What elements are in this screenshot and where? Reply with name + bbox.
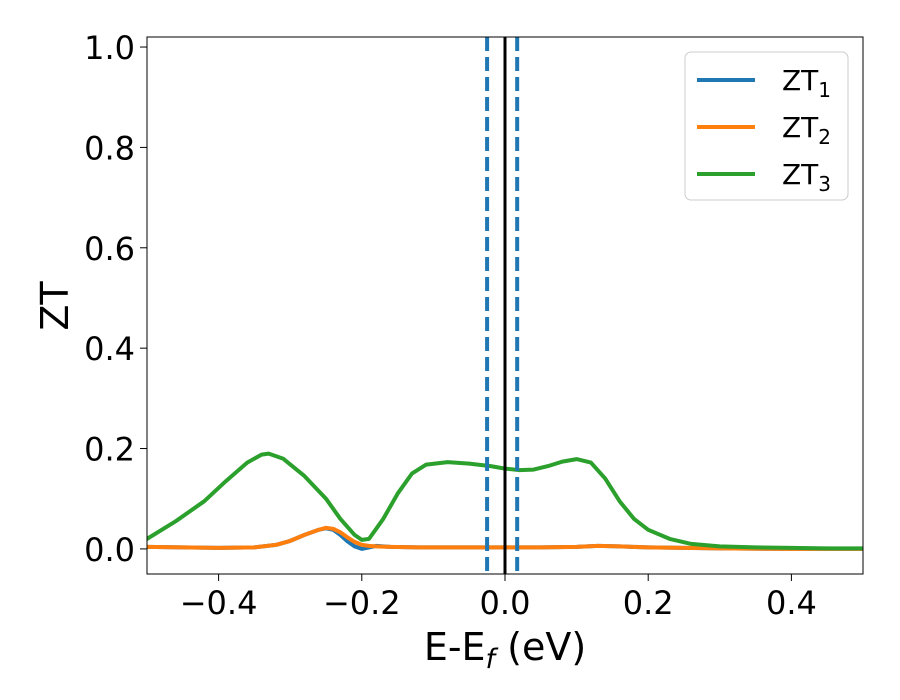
y-tick-label-6: 1.0: [84, 29, 135, 67]
legend-box: [684, 51, 849, 201]
y-tick-label-5: 0.8: [84, 129, 135, 167]
x-tick-label-4: 0.2: [623, 584, 674, 622]
x-tick-label-1: −0.4: [180, 584, 258, 622]
legend-label-zt2: ZT2: [782, 111, 831, 149]
x-axis-ticks: −0.4 −0.2 0.0 0.2 0.4: [180, 574, 817, 622]
legend-label-zt1: ZT1: [782, 64, 831, 102]
legend-entries: ZT1 ZT2 ZT3: [697, 64, 831, 196]
y-tick-label-3: 0.4: [84, 330, 135, 368]
y-tick-label-4: 0.6: [84, 230, 135, 268]
x-axis-label: E-Ef (eV): [424, 625, 586, 675]
x-tick-label-2: −0.2: [323, 584, 401, 622]
reference-lines: [485, 37, 520, 574]
y-axis-ticks: 0.0 0.2 0.4 0.6 0.8 1.0: [84, 29, 147, 569]
legend: ZT1 ZT2 ZT3: [684, 51, 849, 201]
y-axis-label: ZT: [33, 281, 77, 331]
series-line-zt2: [147, 525, 863, 551]
legend-label-zt3: ZT3: [782, 158, 831, 196]
series-line-zt3: [147, 451, 863, 551]
y-tick-label-2: 0.2: [84, 431, 135, 469]
series-layer: [147, 451, 863, 551]
y-tick-label-1: 0.0: [84, 531, 135, 569]
x-tick-label-5: 0.4: [766, 584, 817, 622]
x-tick-label-3: 0.0: [480, 584, 531, 622]
x-axis-label-unit: (eV): [495, 625, 586, 669]
